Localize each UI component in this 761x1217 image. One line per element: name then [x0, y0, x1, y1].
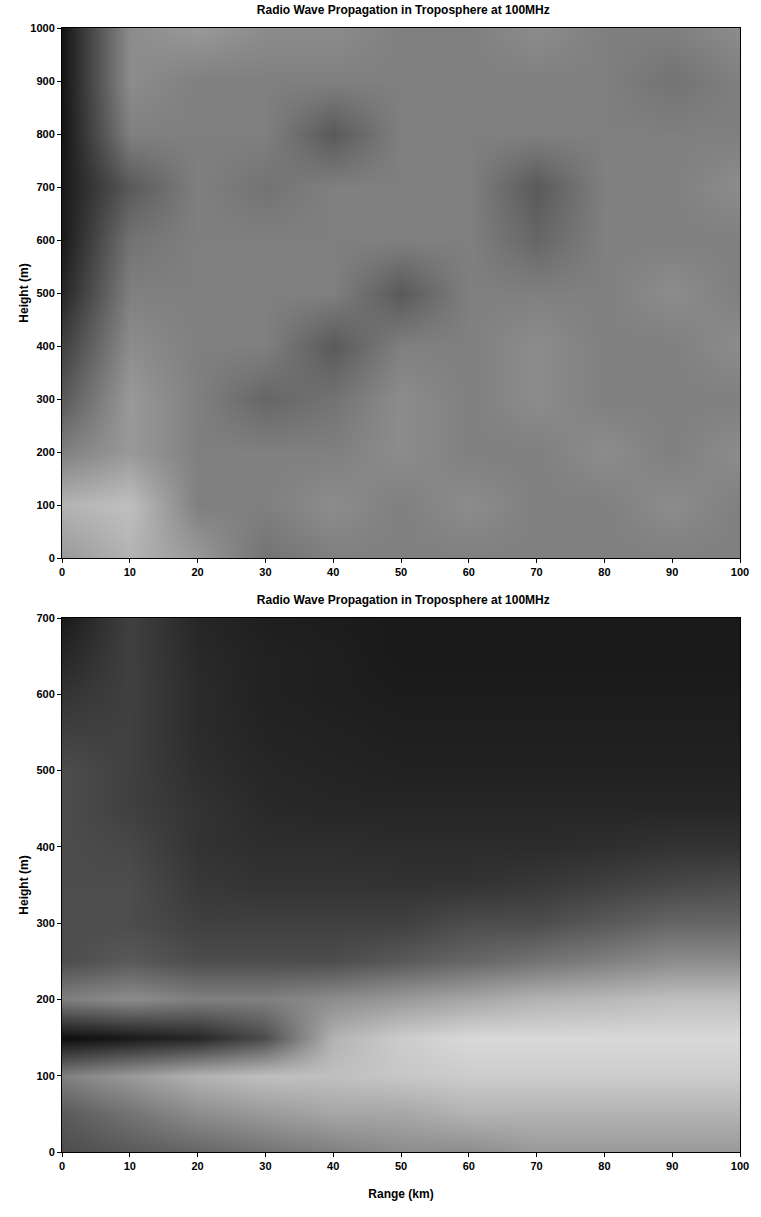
svg-text:60: 60: [463, 566, 475, 578]
svg-text:90: 90: [666, 566, 678, 578]
svg-text:200: 200: [36, 993, 54, 1005]
svg-text:60: 60: [463, 1160, 475, 1172]
svg-text:90: 90: [666, 1160, 678, 1172]
svg-text:0: 0: [49, 1146, 55, 1158]
svg-text:20: 20: [191, 566, 203, 578]
svg-text:40: 40: [327, 1160, 339, 1172]
svg-text:1000: 1000: [30, 22, 54, 34]
svg-text:20: 20: [191, 1160, 203, 1172]
svg-text:100: 100: [731, 566, 749, 578]
svg-text:Range (km): Range (km): [368, 1187, 433, 1201]
svg-text:500: 500: [36, 287, 54, 299]
svg-text:700: 700: [36, 181, 54, 193]
svg-text:0: 0: [59, 1160, 65, 1172]
svg-text:Height (m): Height (m): [17, 263, 31, 322]
svg-text:100: 100: [36, 499, 54, 511]
svg-text:500: 500: [36, 764, 54, 776]
svg-text:300: 300: [36, 917, 54, 929]
svg-text:400: 400: [36, 841, 54, 853]
svg-text:300: 300: [36, 393, 54, 405]
svg-text:50: 50: [395, 566, 407, 578]
svg-text:700: 700: [36, 612, 54, 624]
svg-text:200: 200: [36, 446, 54, 458]
svg-text:0: 0: [49, 552, 55, 564]
svg-text:30: 30: [259, 1160, 271, 1172]
svg-text:80: 80: [598, 566, 610, 578]
svg-text:30: 30: [259, 566, 271, 578]
svg-text:900: 900: [36, 75, 54, 87]
svg-text:0: 0: [59, 566, 65, 578]
svg-text:600: 600: [36, 234, 54, 246]
svg-text:Height (m): Height (m): [17, 855, 31, 914]
svg-text:50: 50: [395, 1160, 407, 1172]
svg-text:Radio Wave Propagation in Trop: Radio Wave Propagation in Troposphere at…: [257, 3, 550, 17]
svg-text:40: 40: [327, 566, 339, 578]
svg-text:600: 600: [36, 688, 54, 700]
svg-text:100: 100: [36, 1070, 54, 1082]
svg-text:10: 10: [124, 566, 136, 578]
svg-text:10: 10: [124, 1160, 136, 1172]
svg-text:70: 70: [530, 1160, 542, 1172]
svg-text:70: 70: [530, 566, 542, 578]
svg-text:80: 80: [598, 1160, 610, 1172]
svg-text:100: 100: [731, 1160, 749, 1172]
svg-text:Radio Wave Propagation in Trop: Radio Wave Propagation in Troposphere at…: [257, 593, 550, 607]
svg-text:800: 800: [36, 128, 54, 140]
svg-text:400: 400: [36, 340, 54, 352]
